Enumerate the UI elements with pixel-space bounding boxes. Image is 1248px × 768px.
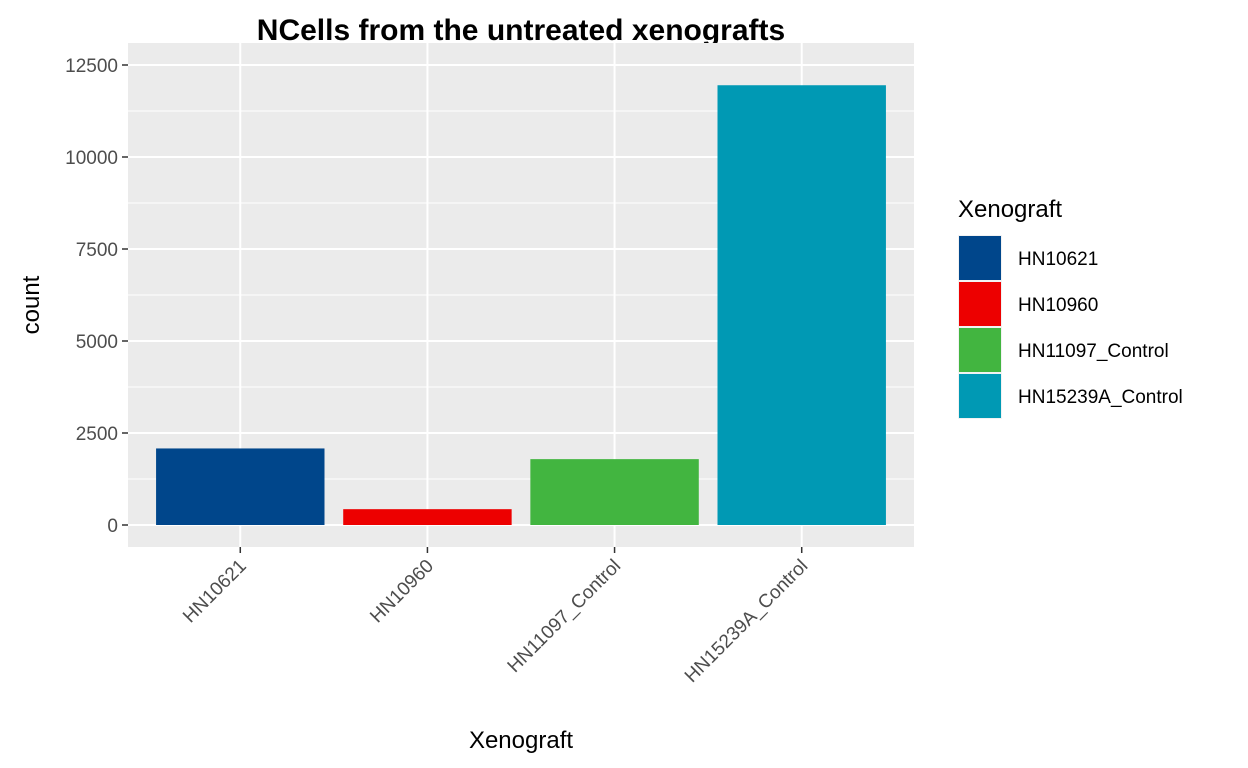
bar-hn10621 [156, 448, 325, 525]
y-tick-label: 0 [107, 516, 118, 537]
legend-swatch [959, 236, 1001, 280]
legend-title: Xenograft [958, 196, 1062, 223]
y-tick-label: 5000 [76, 332, 118, 353]
legend-swatch [959, 328, 1001, 372]
bars [156, 85, 886, 526]
chart-title: NCells from the untreated xenografts [257, 14, 785, 47]
bar-hn10960 [343, 509, 512, 525]
y-axis-title: count [18, 275, 45, 334]
legend-items: HN10621 HN10960 HN11097_Control HN15239A_Co… [958, 235, 1183, 419]
y-axis: 0 2500 5000 7500 10000 12500 [65, 56, 128, 537]
legend-label: HN15239A_Control [1018, 387, 1183, 408]
legend-label: HN10960 [1018, 295, 1098, 316]
y-tick-label: 12500 [65, 56, 118, 77]
y-tick-label: 10000 [65, 148, 118, 169]
legend-label: HN11097_Control [1018, 341, 1169, 362]
y-tick-label: 2500 [76, 424, 118, 445]
x-axis-title: Xenograft [469, 727, 573, 754]
legend-label: HN10621 [1018, 249, 1098, 270]
legend: Xenograft HN10621HN10960HN11097_ControlH… [958, 196, 1183, 419]
legend-swatch [959, 374, 1001, 418]
bar-hn11097_control [530, 459, 699, 525]
bar-hn15239a_control [717, 85, 886, 526]
y-tick-label: 7500 [76, 240, 118, 261]
legend-swatch [959, 282, 1001, 326]
